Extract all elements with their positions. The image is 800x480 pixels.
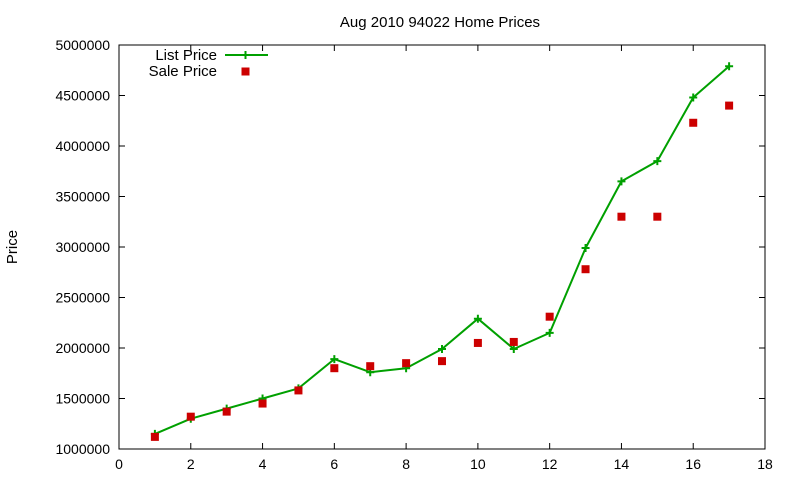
data-point-sale-price [222, 407, 231, 416]
x-tick-label: 8 [402, 456, 410, 472]
data-point-list-price [617, 177, 626, 186]
plot-frame [118, 44, 766, 450]
legend-label-sale-price: Sale Price [149, 63, 217, 80]
y-tick-label: 1000000 [55, 441, 110, 457]
y-tick-label: 2500000 [55, 290, 110, 306]
y-tick-label: 4000000 [55, 138, 110, 154]
x-tick-label: 0 [115, 456, 123, 472]
y-tick-label: 4500000 [55, 88, 110, 104]
chart-title: Aug 2010 94022 Home Prices [340, 14, 540, 31]
data-point-list-price [689, 93, 698, 102]
x-tick-label: 14 [614, 456, 630, 472]
legend-swatch-sale-price [241, 67, 250, 76]
y-tick-label: 2000000 [55, 340, 110, 356]
data-point-sale-price [330, 364, 339, 373]
y-tick-label: 5000000 [55, 37, 110, 53]
y-tick-label: 1500000 [55, 391, 110, 407]
series-line-list-price [154, 65, 730, 435]
x-tick-label: 6 [330, 456, 338, 472]
x-tick-label: 2 [187, 456, 195, 472]
data-point-list-price [473, 314, 482, 323]
data-point-sale-price [258, 399, 267, 408]
axis-ticks: 0 2 4 6 8 10 12 14 16 18 1000000 1500000 2000000 2500… [55, 37, 773, 472]
y-tick-label: 3000000 [55, 239, 110, 255]
data-point-list-price [545, 328, 554, 337]
legend: List Price Sale Price [149, 47, 268, 80]
data-point-list-price [438, 345, 446, 354]
data-point-sale-price [545, 312, 554, 321]
x-tick-label: 12 [542, 456, 558, 472]
data-point-list-price [509, 345, 518, 354]
data-point-list-price [581, 244, 590, 253]
data-point-sale-price [725, 101, 734, 110]
data-point-sale-price [581, 265, 590, 274]
data-point-sale-price [366, 362, 375, 371]
x-tick-label: 16 [685, 456, 701, 472]
x-tick-label: 4 [259, 456, 267, 472]
data-point-sale-price [294, 386, 303, 395]
data-point-sale-price [509, 337, 518, 346]
data-point-list-price [653, 157, 662, 166]
y-tick-label: 3500000 [55, 189, 110, 205]
data-point-list-price [330, 355, 339, 364]
x-tick-label: 10 [470, 456, 486, 472]
data-point-sale-price [689, 118, 698, 127]
data-point-list-price [725, 62, 734, 71]
data-point-sale-price [150, 432, 159, 441]
data-point-sale-price [617, 212, 626, 221]
data-point-sale-price [402, 359, 411, 368]
y-axis-label: Price [4, 230, 21, 264]
data-point-sale-price [653, 212, 662, 221]
data-point-sale-price [473, 338, 482, 347]
series-layer [150, 62, 734, 441]
x-tick-label: 18 [757, 456, 773, 472]
legend-label-list-price: List Price [155, 47, 217, 64]
data-point-sale-price [438, 357, 446, 366]
data-point-sale-price [186, 412, 195, 421]
legend-swatch-list-price-marker [241, 51, 250, 59]
